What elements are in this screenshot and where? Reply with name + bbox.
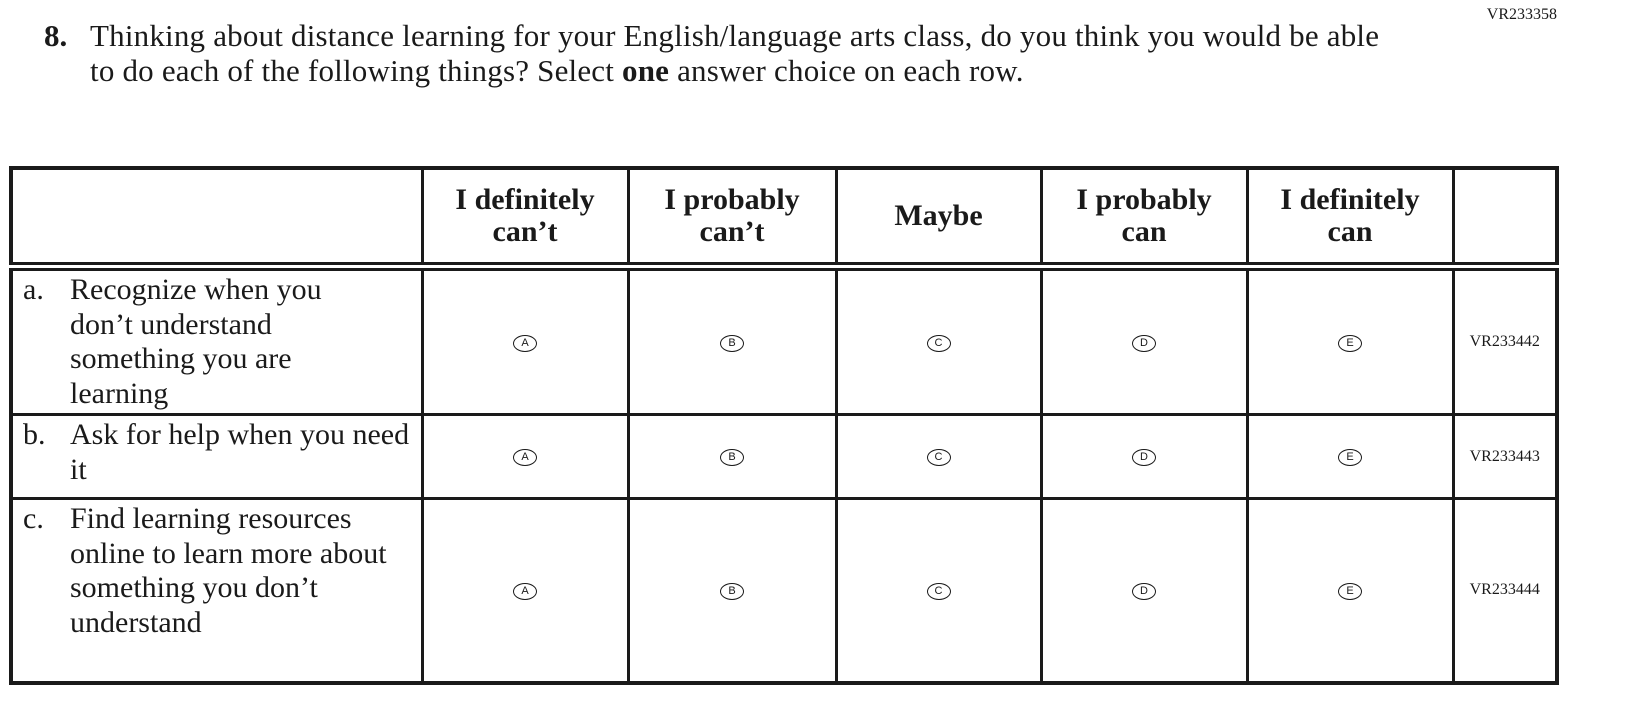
table-row: c. Find learning resources online to lear… xyxy=(9,497,1559,684)
question-text: Thinking about distance learning for you… xyxy=(90,18,1380,88)
column-header: Maybe xyxy=(834,166,1043,271)
row-text: Find learning resources online to learn … xyxy=(70,502,387,639)
radio-option-b[interactable]: B xyxy=(720,582,744,600)
column-label: I definitely can xyxy=(1280,183,1420,248)
row-label: c. Find learning resources online to lear… xyxy=(9,497,424,684)
row-code: VR233443 xyxy=(1451,413,1559,500)
header-row: I definitely can’t I probably can’t Mayb… xyxy=(9,166,1559,271)
header-blank xyxy=(1451,166,1559,271)
column-label: I probably can xyxy=(1076,183,1212,248)
row-code: VR233444 xyxy=(1451,497,1559,684)
row-letter: c. xyxy=(23,502,44,535)
row-label: a. Recognize when you don’t understand so… xyxy=(9,265,424,416)
page-code: VR233358 xyxy=(1486,6,1557,23)
radio-option-b[interactable]: B xyxy=(720,334,744,352)
question-text-part: Thinking about distance learning for you… xyxy=(90,18,1380,88)
question-number: 8. xyxy=(44,18,68,53)
row-text: Recognize when you don’t understand some… xyxy=(70,273,322,410)
row-letter: b. xyxy=(23,418,46,451)
column-header: I definitely can’t xyxy=(420,166,630,271)
question-text-part: answer choice on each row. xyxy=(669,53,1024,88)
radio-option-e[interactable]: E xyxy=(1338,334,1362,352)
row-letter: a. xyxy=(23,273,44,306)
table-row: b. Ask for help when you need it A B C D … xyxy=(9,413,1559,500)
response-grid: I definitely can’t I probably can’t Mayb… xyxy=(9,166,1559,685)
column-header: I definitely can xyxy=(1245,166,1455,271)
radio-option-e[interactable]: E xyxy=(1338,582,1362,600)
radio-option-e[interactable]: E xyxy=(1338,449,1362,466)
column-label: I probably can’t xyxy=(664,183,800,248)
radio-option-d[interactable]: D xyxy=(1132,449,1156,466)
column-label: I definitely can’t xyxy=(455,183,595,248)
table-row: a. Recognize when you don’t understand so… xyxy=(9,265,1559,416)
radio-option-d[interactable]: D xyxy=(1132,334,1156,352)
radio-option-c[interactable]: C xyxy=(926,334,951,352)
header-blank xyxy=(9,166,424,271)
row-code: VR233442 xyxy=(1451,265,1559,416)
radio-option-c[interactable]: C xyxy=(926,449,951,466)
radio-option-a[interactable]: A xyxy=(513,334,537,352)
column-label: Maybe xyxy=(894,199,983,232)
column-header: I probably can’t xyxy=(626,166,838,271)
row-text: Ask for help when you need it xyxy=(70,418,410,486)
question-bold-word: one xyxy=(622,53,670,88)
radio-option-b[interactable]: B xyxy=(720,449,744,466)
radio-option-d[interactable]: D xyxy=(1132,582,1156,600)
radio-option-a[interactable]: A xyxy=(513,582,537,600)
column-header: I probably can xyxy=(1039,166,1249,271)
radio-option-c[interactable]: C xyxy=(926,582,951,600)
row-label: b. Ask for help when you need it xyxy=(9,413,424,500)
radio-option-a[interactable]: A xyxy=(513,449,537,466)
